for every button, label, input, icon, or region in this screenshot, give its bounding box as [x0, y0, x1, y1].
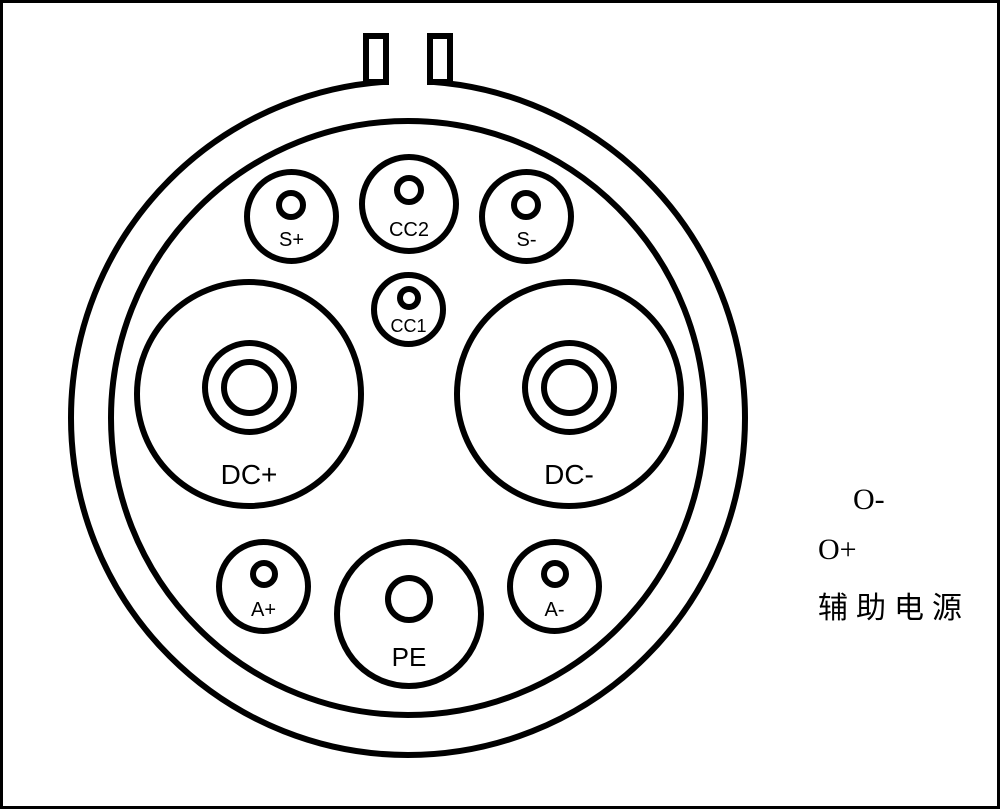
pin-s-plus-contact — [276, 190, 306, 220]
pin-cc2-contact — [394, 175, 424, 205]
pin-s-plus-label: S+ — [250, 229, 333, 252]
pin-pe-contact — [385, 575, 433, 623]
pin-a-minus-label: A- — [513, 599, 596, 622]
pin-a-minus-contact — [541, 560, 569, 588]
pin-s-plus: S+ — [244, 169, 339, 264]
side-label-aux-power: 辅助电源 — [818, 583, 970, 627]
pin-dc-minus: DC- — [454, 279, 684, 509]
pin-s-minus-label: S- — [485, 229, 568, 252]
pin-dc-minus-contact-inner — [541, 359, 598, 416]
pin-pe-label: PE — [340, 642, 478, 673]
pin-s-minus: S- — [479, 169, 574, 264]
pin-s-minus-contact — [511, 190, 541, 220]
pin-dc-plus: DC+ — [134, 279, 364, 509]
pin-a-minus: A- — [507, 539, 602, 634]
pin-pe: PE — [334, 539, 484, 689]
pin-dc-plus-contact-inner — [221, 359, 278, 416]
pin-a-plus: A+ — [216, 539, 311, 634]
diagram-frame: S+ CC2 S- CC1 DC+ — [0, 0, 1000, 809]
pin-cc1: CC1 — [371, 272, 446, 347]
pin-a-plus-contact — [250, 560, 278, 588]
pin-cc1-contact — [397, 286, 421, 310]
connector-inner-shell: S+ CC2 S- CC1 DC+ — [108, 118, 708, 718]
pin-cc1-label: CC1 — [377, 316, 440, 337]
side-label-o-minus: O- — [853, 483, 885, 517]
pin-a-plus-label: A+ — [222, 599, 305, 622]
pin-dc-plus-label: DC+ — [140, 459, 358, 491]
latch-inner — [383, 33, 433, 85]
pin-cc2-label: CC2 — [365, 219, 453, 242]
connector-assembly: S+ CC2 S- CC1 DC+ — [58, 33, 758, 773]
side-label-o-plus: O+ — [818, 533, 857, 567]
pin-dc-minus-label: DC- — [460, 459, 678, 491]
pin-cc2: CC2 — [359, 154, 459, 254]
